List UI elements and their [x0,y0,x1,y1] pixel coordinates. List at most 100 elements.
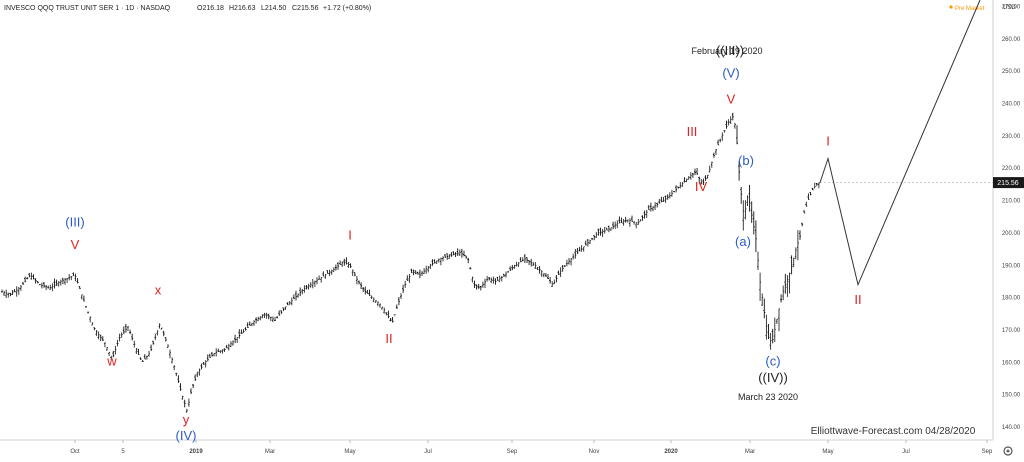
x-tick-label: 2020 [664,449,678,455]
ohlc-bar [803,210,806,214]
ohlc-bar [143,354,146,360]
ohlc-bar [469,267,472,270]
ohlc-bar [792,257,795,268]
ohlc-bar [72,272,75,277]
ohlc-bar [452,251,455,256]
ohlc-bar [192,384,195,389]
ohlc-bar [217,348,220,353]
ohlc-bar [687,176,690,180]
ohlc-bar [402,284,405,293]
ohlc-bar [557,270,560,275]
ohlc-bar [303,285,306,293]
ohlc-bar [324,273,327,279]
ohlc-bar [95,329,98,336]
ohlc-bar [752,211,755,235]
ohlc-bar [328,269,331,277]
ohlc-bar [400,293,402,299]
ohlc-bar [568,258,570,265]
ohlc-bar [530,258,533,267]
ohlc-bar [801,222,804,227]
ohlc-bar [211,351,213,357]
ohlc-bar [519,257,522,263]
ohlc-bar [742,200,745,231]
ohlc-bar [549,277,552,284]
y-tick-label: 250.00 [1002,69,1021,75]
ohlc-bar [679,181,682,189]
ohlc-bar [815,182,818,187]
ohlc-bar [582,246,585,252]
ohlc-bar [332,267,335,273]
ohlc-bar [376,301,379,307]
gear-icon-center [1006,449,1010,453]
ohlc-bar [57,280,60,287]
last-price-tag: 215.56 [993,177,1024,189]
ohlc-bar [448,254,451,259]
x-tick-label: 2019 [189,449,203,455]
y-axis[interactable]: USD 140.00 150.00 160.00 170.00 180.00 190.00… [992,0,1021,440]
ohlc-bar [358,280,360,285]
ohlc-bar [473,280,476,288]
ohlc-bar [248,321,251,326]
ohlc-bar [784,273,787,294]
ohlc-bar [274,316,276,321]
ohlc-bar [761,293,764,306]
ohlc-bar [431,259,434,266]
settings-control[interactable] [1003,446,1013,456]
x-tick-label: Oct [70,449,80,455]
chart-header: INVESCO QQQ TRUST UNIT SER 1 · 1D · NASD… [4,5,985,12]
ohlc-bar [536,266,539,270]
ohlc-bar [639,219,642,222]
ohlc-bar [427,266,430,273]
ohlc-bar [313,280,316,287]
ohlc-bar [397,297,400,306]
ohlc-bar [89,316,92,323]
ohlc-bar [99,334,102,342]
ohlc-bar [162,330,165,337]
ohlc-bar [141,360,144,362]
ohlc-bar [55,279,58,286]
ohlc-bar [717,139,720,146]
ohlc-bar [704,175,707,181]
ohlc-bar [225,344,228,349]
ohlc-bar [355,275,358,285]
ohlc-bar [538,265,541,274]
ohlc-bar [437,258,440,263]
ohlc-bar [561,265,564,272]
ohlc-bar [337,262,339,270]
wave-label: ((IV)) [758,370,788,385]
ohlc-bar [486,275,489,282]
ohlc-bar [563,265,566,268]
ohlc-bar [385,312,388,316]
ohlc-bar [238,329,241,339]
ohlc-bar [276,315,279,319]
ohlc-bar [421,270,423,276]
ohlc-bar [719,138,722,143]
ohlc-bar [295,290,297,301]
change-value: +1.72 (+0.80%) [323,5,371,12]
ohlc-bar [169,349,171,359]
ohlc-bar [406,275,409,281]
ohlc-bar [555,275,558,283]
ohlc-bar [32,274,35,280]
wave-label: y [183,412,190,427]
ohlc-bar [280,310,283,314]
ohlc-bar [578,246,581,252]
x-tick-label: Sep [507,449,518,455]
x-axis[interactable]: Oct 5 2019 Mar May Jul Sep Nov 2020 Mar May Jul Sep [0,439,993,455]
ohlc-bar [15,286,18,297]
ohlc-bar [278,310,281,316]
ohlc-bar [51,283,54,292]
ohlc-bar [500,276,503,282]
gear-icon[interactable] [1003,446,1013,456]
ohlc-bar [297,293,300,298]
ohlc-bar [442,256,444,262]
wave-label: I [348,227,352,242]
ohlc-bar [166,344,169,348]
ohlc-bar [805,201,808,207]
ohlc-bar [82,295,85,302]
ohlc-bar [778,308,780,332]
ohlc-bar [721,132,724,141]
ohlc-bar [580,245,583,252]
ohlc-bar [463,250,465,257]
